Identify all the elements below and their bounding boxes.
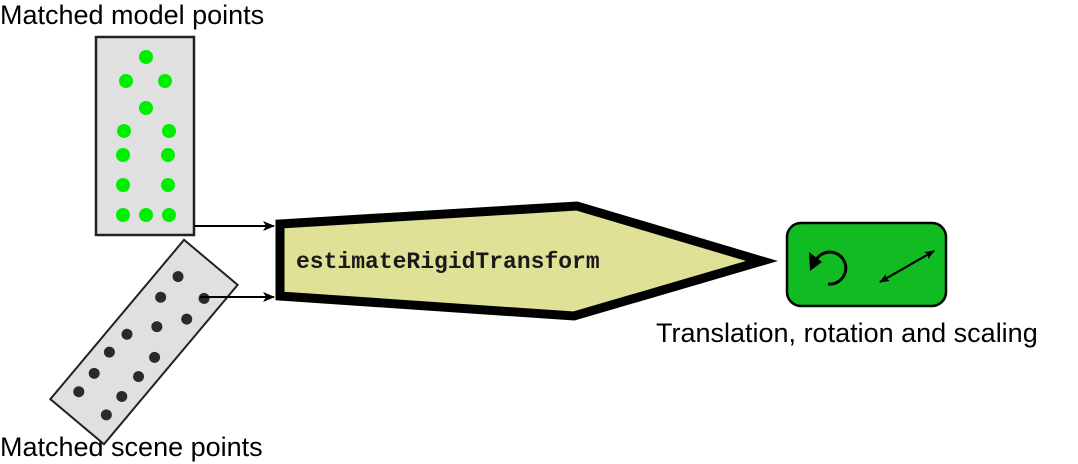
output-box: [785, 221, 948, 308]
scaling-arrows-icon: [879, 250, 935, 283]
scene-points-panel: [48, 238, 240, 446]
function-name: estimateRigidTransform: [296, 249, 600, 275]
model-points-caption: Matched model points: [0, 0, 264, 30]
rotation-icon: [809, 250, 848, 286]
model-points-panel: [94, 35, 196, 237]
scene-point-dots: [73, 271, 210, 421]
function-block: estimateRigidTransform: [275, 201, 778, 321]
scene-points-caption: Matched scene points: [0, 432, 263, 462]
output-caption: Translation, rotation and scaling: [656, 318, 1038, 348]
model-point-dots: [116, 50, 176, 222]
